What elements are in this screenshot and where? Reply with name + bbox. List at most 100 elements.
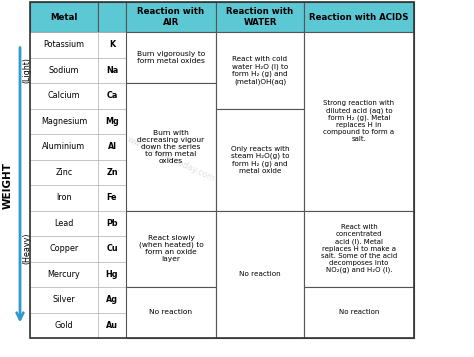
Bar [30, 287, 98, 312]
Text: React with
concentrated
acid (l). Metal
replaces H to make a
salt. Some of the a: React with concentrated acid (l). Metal … [321, 224, 397, 273]
Text: Strong reaction with
diluted acid (aq) to
form H₂ (g). Metal
replaces H in
compo: Strong reaction with diluted acid (aq) t… [323, 100, 394, 142]
Text: Pb: Pb [106, 219, 118, 228]
Bar [126, 185, 216, 211]
Bar [98, 287, 126, 312]
Bar [304, 2, 414, 32]
Bar [98, 160, 126, 185]
Bar [216, 134, 304, 160]
Text: Copper: Copper [49, 244, 79, 253]
Bar [304, 109, 414, 134]
Text: Gold: Gold [55, 321, 73, 330]
Bar [216, 160, 304, 185]
Bar [216, 83, 304, 109]
Bar [304, 57, 414, 83]
Text: Hg: Hg [106, 270, 118, 279]
Bar [98, 2, 126, 32]
Bar [126, 57, 216, 83]
Bar [98, 83, 126, 109]
Text: K: K [109, 40, 115, 49]
Bar [30, 236, 98, 261]
Bar [126, 2, 216, 32]
Text: Zinc: Zinc [55, 168, 73, 177]
Text: Ca: Ca [106, 91, 118, 100]
Text: No reaction: No reaction [149, 310, 192, 316]
Bar [126, 261, 216, 287]
Text: Cu: Cu [106, 244, 118, 253]
Text: Reaction with ACIDS: Reaction with ACIDS [309, 12, 409, 21]
Bar [216, 32, 304, 57]
Text: Magnesium: Magnesium [41, 117, 87, 126]
Bar [216, 32, 304, 109]
Text: Iron: Iron [56, 193, 72, 202]
Text: Sodium: Sodium [49, 66, 79, 75]
Text: Burn vigorously to
form metal oxides: Burn vigorously to form metal oxides [137, 51, 205, 64]
Bar [216, 185, 304, 211]
Bar [216, 109, 304, 211]
Text: Mercury: Mercury [47, 270, 81, 279]
Bar [126, 160, 216, 185]
Bar [304, 83, 414, 109]
Text: Zn: Zn [106, 168, 118, 177]
Bar [98, 32, 126, 57]
Text: WEIGHT: WEIGHT [3, 161, 13, 208]
Bar [304, 287, 414, 312]
Text: Silver: Silver [53, 295, 75, 304]
Text: www.studiestoday.com: www.studiestoday.com [126, 135, 217, 184]
Bar [30, 57, 98, 83]
Bar [30, 134, 98, 160]
Bar [126, 236, 216, 261]
Text: Na: Na [106, 66, 118, 75]
Bar [304, 211, 414, 287]
Bar [304, 160, 414, 185]
Bar [216, 211, 304, 236]
Text: Al: Al [108, 142, 117, 151]
Bar [216, 312, 304, 338]
Bar [304, 287, 414, 338]
Bar [30, 2, 414, 338]
Bar [30, 160, 98, 185]
Bar [126, 211, 216, 236]
Bar [126, 287, 216, 338]
Bar [30, 32, 98, 57]
Bar [98, 312, 126, 338]
Bar [216, 211, 304, 338]
Bar [98, 211, 126, 236]
Bar [216, 2, 304, 32]
Bar [216, 57, 304, 83]
Bar [216, 236, 304, 261]
Bar [126, 109, 216, 134]
Text: Burn with
decreasing vigour
down the series
to form metal
oxides: Burn with decreasing vigour down the ser… [137, 130, 205, 164]
Bar [126, 211, 216, 287]
Bar [30, 312, 98, 338]
Bar [30, 261, 98, 287]
Bar [126, 32, 216, 83]
Text: Mg: Mg [105, 117, 119, 126]
Bar [304, 134, 414, 160]
Bar [30, 83, 98, 109]
Bar [216, 287, 304, 312]
Bar [98, 57, 126, 83]
Bar [126, 134, 216, 160]
Bar [98, 236, 126, 261]
Bar [304, 312, 414, 338]
Bar [30, 2, 98, 32]
Text: Reaction with
WATER: Reaction with WATER [227, 7, 293, 27]
Bar [304, 211, 414, 236]
Bar [126, 83, 216, 211]
Text: Metal: Metal [50, 12, 78, 21]
Bar [304, 236, 414, 261]
Text: Reaction with
AIR: Reaction with AIR [137, 7, 205, 27]
Bar [30, 185, 98, 211]
Text: Aluminium: Aluminium [42, 142, 86, 151]
Bar [30, 109, 98, 134]
Text: (Heavy): (Heavy) [22, 233, 31, 265]
Text: Lead: Lead [55, 219, 73, 228]
Bar [126, 312, 216, 338]
Bar [304, 185, 414, 211]
Bar [126, 83, 216, 109]
Text: Only reacts with
steam H₂O(g) to
form H₂ (g) and
metal oxide: Only reacts with steam H₂O(g) to form H₂… [231, 146, 289, 174]
Bar [304, 32, 414, 211]
Text: Fe: Fe [107, 193, 117, 202]
Text: Calcium: Calcium [48, 91, 80, 100]
Text: React with cold
water H₂O (l) to
form H₂ (g) and
(metal)OH(aq): React with cold water H₂O (l) to form H₂… [232, 56, 288, 85]
